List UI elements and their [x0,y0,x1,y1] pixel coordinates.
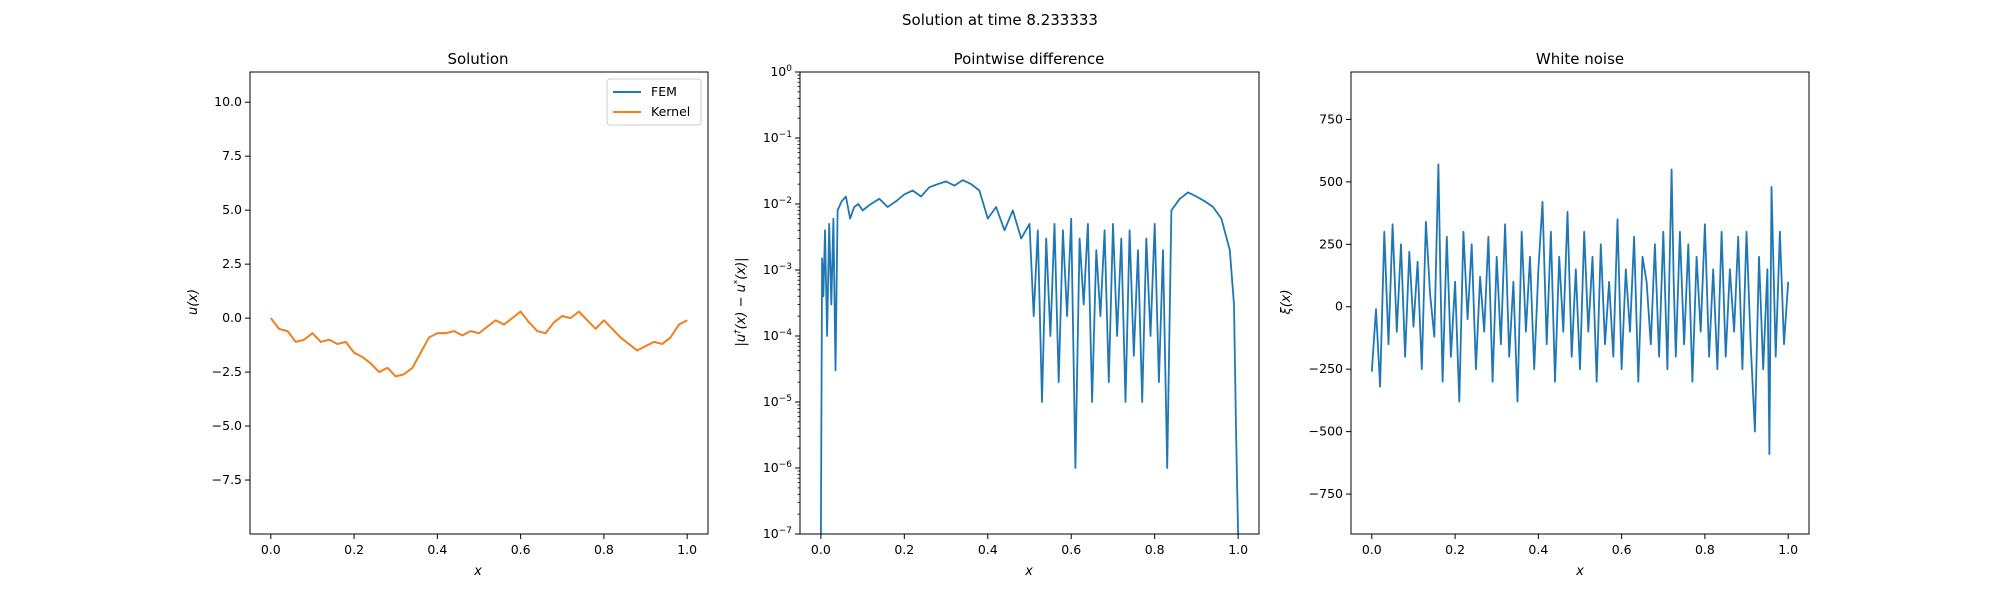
noise-line-series-0 [1370,163,1790,456]
difference-lines [820,179,1239,535]
difference-xtick-label: 0.6 [1061,542,1081,557]
solution-xlabel: x [473,564,482,579]
difference-ytick-label: 10−4 [763,328,792,343]
solution-ytick-label: 2.5 [222,256,242,271]
solution-ylabel: u(x) [186,289,201,315]
legend-box [606,78,702,126]
solution-ytick-label: −2.5 [212,364,242,379]
noise-xtick-label: 0.6 [1612,542,1632,557]
solution-ytick-label: 5.0 [222,202,242,217]
difference-panel: Pointwise difference x |u†(x) − u*(x)| 0… [733,50,1260,579]
solution-ytick-label: 7.5 [222,148,242,163]
solution-line-fem [270,310,688,378]
noise-title: White noise [1536,50,1624,68]
difference-xtick-label: 0.0 [811,542,831,557]
solution-ytick-label: 0.0 [222,310,242,325]
solution-xtick-label: 0.2 [344,542,364,557]
solution-ticks: 0.0 0.2 0.4 0.6 0.8 1.0 −7.5 −5.0 −2.5 0.0 2.5 5.0 7… [212,94,698,557]
difference-xtick-label: 0.8 [1145,542,1165,557]
solution-panel: Solution x u(x) 0.0 0.2 0.4 0.6 0.8 1.0 −7.5 −5… [186,50,709,579]
difference-title: Pointwise difference [954,50,1105,68]
solution-ytick-label: 10.0 [214,94,242,109]
noise-lines [1370,163,1790,456]
difference-ylabel: |u†(x) − u*(x)| [733,257,749,346]
noise-axes-frame [1350,71,1810,535]
difference-ytick-label: 10−5 [763,394,792,409]
noise-ytick-label: −500 [1309,424,1343,439]
solution-line-kernel [270,310,688,378]
noise-xtick-label: 0.8 [1695,542,1715,557]
difference-ytick-label: 10−3 [763,262,792,277]
difference-ytick-label: 100 [770,64,792,79]
solution-legend: FEM Kernel [606,78,702,126]
solution-lines [270,310,688,378]
noise-panel: White noise x ξ(x) 0.0 0.2 0.4 0.6 0.8 1.0 −75… [1279,50,1810,579]
noise-xtick-label: 0.4 [1528,542,1548,557]
solution-xtick-label: 0.0 [261,542,281,557]
noise-ytick-label: 500 [1319,174,1343,189]
legend-label-kernel: Kernel [651,104,690,119]
difference-ytick-label: 10−1 [763,130,792,145]
difference-ytick-label: 10−6 [763,460,792,475]
solution-xtick-label: 0.6 [511,542,531,557]
difference-axes-frame [799,71,1260,535]
solution-title: Solution [447,50,508,68]
solution-ytick-label: −5.0 [212,418,242,433]
noise-ytick-label: 250 [1319,236,1343,251]
difference-xtick-label: 0.4 [978,542,998,557]
solution-axes-frame [249,71,709,535]
difference-ytick-label: 10−2 [763,196,792,211]
solution-ytick-label: −7.5 [212,472,242,487]
solution-xtick-label: 1.0 [677,542,697,557]
figure-suptitle: Solution at time 8.233333 [902,11,1098,29]
difference-ticks: 0.0 0.2 0.4 0.6 0.8 1.0 10−7 10−6 10−5 10−4 10−3 10… [763,64,1248,557]
difference-xtick-label: 0.2 [894,542,914,557]
noise-ytick-label: 0 [1335,299,1343,314]
noise-xtick-label: 1.0 [1778,542,1798,557]
noise-xtick-label: 0.2 [1445,542,1465,557]
noise-ytick-label: 750 [1319,111,1343,126]
noise-xlabel: x [1575,564,1584,579]
difference-line-series-0 [820,179,1239,535]
noise-ticks: 0.0 0.2 0.4 0.6 0.8 1.0 −750 −500 −250 0 250 500 750 [1309,111,1799,557]
difference-xtick-label: 1.0 [1228,542,1248,557]
noise-xtick-label: 0.0 [1362,542,1382,557]
difference-xlabel: x [1024,564,1033,579]
legend-label-fem: FEM [651,84,677,99]
noise-ytick-label: −750 [1309,486,1343,501]
difference-ytick-label: 10−7 [763,526,792,541]
noise-ytick-label: −250 [1309,361,1343,376]
solution-xtick-label: 0.8 [594,542,614,557]
solution-xtick-label: 0.4 [427,542,447,557]
noise-ylabel: ξ(x) [1279,289,1294,315]
